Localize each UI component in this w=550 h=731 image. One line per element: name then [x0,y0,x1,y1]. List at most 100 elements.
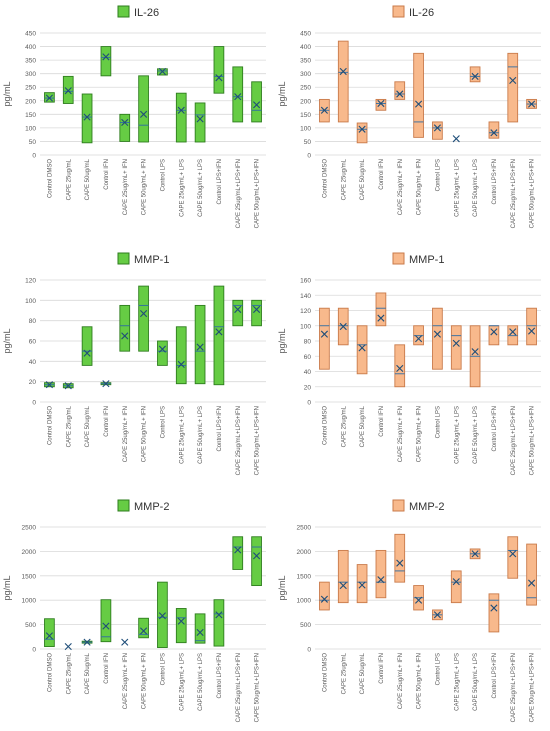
y-tick-label: 40 [304,369,312,376]
mean-marker [509,76,517,85]
x-tick-label: Control DMSO [47,406,53,445]
y-tick-label: 2000 [22,549,37,556]
mean-marker [196,343,204,351]
box-rect [469,66,481,83]
box-rect [488,325,500,346]
y-axis-label: pg/mL [277,328,287,353]
box-1 [44,381,55,389]
y-tick-label: 0 [307,647,311,654]
mean-marker [527,100,536,108]
mean-marker [414,100,423,108]
y-tick-label: 0 [32,647,36,654]
mean-marker [139,627,148,635]
y-tick-label: 20 [29,379,37,386]
box-9 [194,304,206,385]
x-tick-label: Control LPS+IFN [492,406,498,452]
x-tick-label: CAPE 50ug/mL+ IFN [142,159,148,215]
x-tick-label: Control IFN [104,159,110,190]
y-tick-label: 0 [32,153,36,160]
box-2 [337,549,349,604]
x-tick-label: Control LPS [160,653,166,685]
legend-label: MMP-2 [409,501,444,513]
mean-marker [452,578,460,586]
x-tick-label: CAPE 25ug/mL [66,652,72,694]
mean-marker [215,611,223,619]
y-tick-label: 100 [25,298,36,305]
mean-marker [196,115,204,123]
x-tick-label: Control LPS [160,406,166,438]
box-rect [213,599,225,647]
y-tick-label: 50 [304,139,312,146]
x-tick-label: CAPE 50ug/mL+LPS+IFN [255,406,261,475]
mean-marker [234,93,242,101]
box-10 [213,46,225,94]
x-tick-label: CAPE 50ug/mL+ LPS [473,406,479,464]
mean-marker [102,380,110,388]
box-rect [488,593,500,633]
y-tick-label: 100 [300,125,311,132]
box-5 [394,344,406,388]
x-tick-label: Control LPS+IFN [492,653,498,699]
box-3 [81,326,93,366]
mean-marker [83,349,91,357]
box-10 [213,599,225,647]
mean-marker [452,135,460,143]
box-10 [488,593,500,633]
legend-label: MMP-2 [134,501,169,513]
y-tick-label: 40 [29,359,37,366]
box-1 [44,618,55,648]
chart-panel-5: MMP-2 0 500 1000 1500 2000 2500 pg/mL Control DM… [2,499,266,722]
mean-marker [433,611,442,619]
x-tick-label: CAPE 25ug/mL+ LPS [179,653,185,711]
x-tick-label: Control IFN [104,653,110,684]
box-rect [413,52,424,138]
box-3 [356,325,368,375]
mean-marker [433,330,442,338]
box-4 [100,46,112,77]
box-rect [375,292,387,327]
box-5 [119,113,131,142]
x-tick-label: Control LPS [160,159,166,191]
box-1 [319,307,330,370]
box-12 [526,98,537,109]
mean-marker [139,110,148,118]
x-tick-label: Control IFN [104,406,110,437]
x-tick-label: CAPE 50ug/mL+LPS+IFN [530,653,536,722]
y-tick-label: 1000 [22,598,37,605]
x-tick-label: CAPE 50ug/mL+ IFN [417,406,423,462]
mean-marker [102,622,110,630]
box-rect [119,304,131,352]
box-rect [375,98,387,111]
y-tick-label: 150 [300,112,311,119]
x-tick-label: CAPE 50ug/mL+ LPS [198,406,204,464]
mean-marker [64,87,72,95]
legend-swatch [392,252,405,265]
y-tick-label: 300 [25,71,36,78]
y-axis-label: pg/mL [2,328,12,353]
x-tick-label: CAPE 25ug/mL [341,405,347,447]
box-rect [232,536,244,570]
x-tick-label: Control DMSO [322,653,328,692]
mean-marker [339,322,347,331]
box-6 [138,285,149,352]
box-7 [432,307,443,370]
x-tick-label: Control LPS+IFN [217,406,223,452]
x-tick-label: CAPE 50ug/mL [360,405,366,447]
y-tick-label: 80 [304,339,312,346]
mean-marker [358,125,366,133]
mean-marker [234,305,242,314]
mean-marker [83,113,91,121]
x-tick-label: CAPE 25ug/mL+ LPS [454,406,460,464]
box-12 [526,307,537,346]
box-rect [119,113,131,142]
x-tick-label: CAPE 50ug/mL+ LPS [198,159,204,217]
y-tick-label: 500 [25,622,36,629]
mean-marker [177,617,185,625]
box-4 [375,292,387,327]
y-tick-label: 450 [300,31,311,38]
x-tick-label: CAPE 50ug/mL+ IFN [417,159,423,215]
x-tick-label: Control IFN [379,406,385,437]
chart-panel-6: MMP-2 0 500 1000 1500 2000 2500 pg/mL Control DM… [277,499,541,722]
box-rect [194,613,206,644]
